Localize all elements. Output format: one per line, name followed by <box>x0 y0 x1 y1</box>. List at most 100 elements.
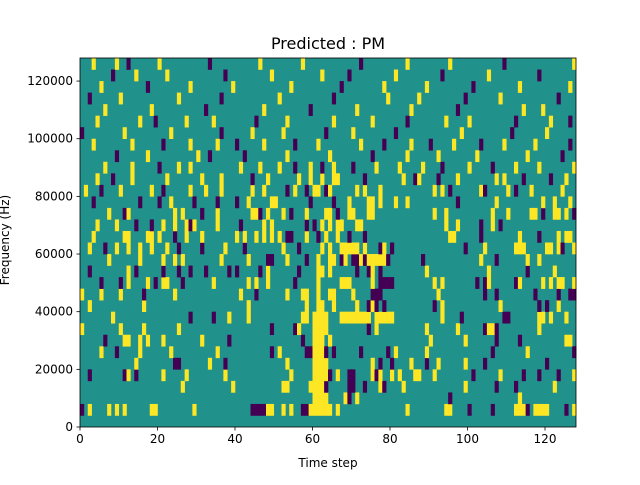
heatmap-cell <box>564 207 569 220</box>
heatmap-cell <box>494 173 499 186</box>
heatmap-cell <box>211 115 216 128</box>
heatmap-cell <box>215 207 220 220</box>
heatmap-cell <box>215 196 220 209</box>
heatmap-cell <box>211 277 216 289</box>
heatmap-cell <box>149 104 154 116</box>
heatmap-cell <box>359 311 364 324</box>
heatmap-cell <box>436 173 441 186</box>
heatmap-cell <box>138 346 143 359</box>
heatmap-cell <box>262 230 267 243</box>
heatmap-cell <box>173 254 178 266</box>
heatmap-cell <box>517 392 523 405</box>
heatmap-cell <box>331 300 337 312</box>
x-axis-ticks: 0 20 40 60 80 100 120 <box>76 427 556 446</box>
y-tick-label: 80000 <box>35 189 73 203</box>
heatmap-cell <box>572 242 577 255</box>
heatmap-cell <box>483 184 488 197</box>
heatmap-cell <box>572 207 577 220</box>
heatmap-cell <box>122 230 127 243</box>
heatmap-cell <box>378 369 383 382</box>
heatmap-cell <box>188 265 193 278</box>
heatmap-cell <box>382 138 387 151</box>
heatmap-cell <box>548 242 554 255</box>
heatmap-cell <box>366 207 371 220</box>
heatmap-cell <box>211 311 216 324</box>
heatmap-cell <box>165 173 170 186</box>
heatmap-cell <box>173 207 178 220</box>
heatmap-cell <box>417 173 422 186</box>
heatmap-cell <box>204 265 209 278</box>
plot-frame <box>79 57 577 428</box>
heatmap-cell <box>266 403 271 416</box>
heatmap-cell <box>525 403 530 416</box>
heatmap-cell <box>335 369 340 382</box>
heatmap-cell <box>266 207 271 220</box>
heatmap-cell <box>475 277 480 289</box>
heatmap-cell <box>324 230 329 243</box>
heatmap-cell <box>293 277 298 289</box>
heatmap-cell <box>374 369 379 382</box>
heatmap-cell <box>180 380 185 393</box>
heatmap-cell <box>324 369 329 382</box>
heatmap-cell <box>351 288 356 301</box>
heatmap-cell <box>405 196 410 209</box>
heatmap-cell <box>537 323 542 336</box>
heatmap-cell <box>328 242 333 255</box>
heatmap-cell <box>308 196 313 209</box>
heatmap-cell <box>176 242 182 255</box>
heatmap-cell <box>343 242 348 255</box>
heatmap-cell <box>347 311 352 324</box>
heatmap-cell <box>471 81 476 93</box>
heatmap-cell <box>215 346 220 359</box>
heatmap-cell <box>537 403 542 416</box>
heatmap-cell <box>378 277 383 289</box>
heatmap-cell <box>238 161 244 174</box>
heatmap-cell <box>320 346 325 359</box>
heatmap-cell <box>537 311 542 324</box>
heatmap-cell <box>378 242 383 255</box>
heatmap-cell <box>355 104 360 116</box>
heatmap-cell <box>432 277 437 289</box>
heatmap-cell <box>378 380 383 393</box>
y-axis-label: Frequency (Hz) <box>0 195 12 286</box>
heatmap-cell <box>448 58 453 70</box>
heatmap-cell <box>184 115 189 128</box>
heatmap-cell <box>246 254 251 266</box>
heatmap-cell <box>572 403 577 416</box>
heatmap-cell <box>103 242 108 255</box>
heatmap-cell <box>87 242 92 255</box>
heatmap-cell <box>490 219 495 232</box>
heatmap-cell <box>289 230 294 243</box>
heatmap-cell <box>312 323 317 336</box>
heatmap-cell <box>122 403 127 416</box>
heatmap-cell <box>378 357 383 370</box>
heatmap-cell <box>324 357 329 370</box>
heatmap-cell <box>428 138 433 151</box>
heatmap-cell <box>219 92 224 105</box>
heatmap-cell <box>413 173 418 186</box>
heatmap-cell <box>180 254 185 266</box>
heatmap-cell <box>417 92 422 105</box>
heatmap-cell <box>258 161 263 174</box>
heatmap-cell <box>335 207 340 220</box>
heatmap-cell <box>165 242 170 255</box>
heatmap-cell <box>366 323 371 336</box>
heatmap-cell <box>328 184 333 197</box>
heatmap-cell <box>242 150 247 163</box>
heatmap-cell <box>250 207 255 220</box>
heatmap-cell <box>552 380 557 393</box>
heatmap-cell <box>114 58 120 70</box>
heatmap-cell <box>409 104 414 116</box>
heatmap-cell <box>436 150 441 163</box>
heatmap-cell <box>541 311 546 324</box>
x-tick-label: 60 <box>305 432 320 446</box>
heatmap-cell <box>339 219 344 232</box>
heatmap-cell <box>324 207 329 220</box>
heatmap-cell <box>568 81 573 93</box>
heatmap-cell <box>324 127 329 140</box>
heatmap-cell <box>285 254 290 266</box>
heatmap-cell <box>192 219 197 232</box>
heatmap-cell <box>347 369 352 382</box>
heatmap-cell <box>254 115 259 128</box>
